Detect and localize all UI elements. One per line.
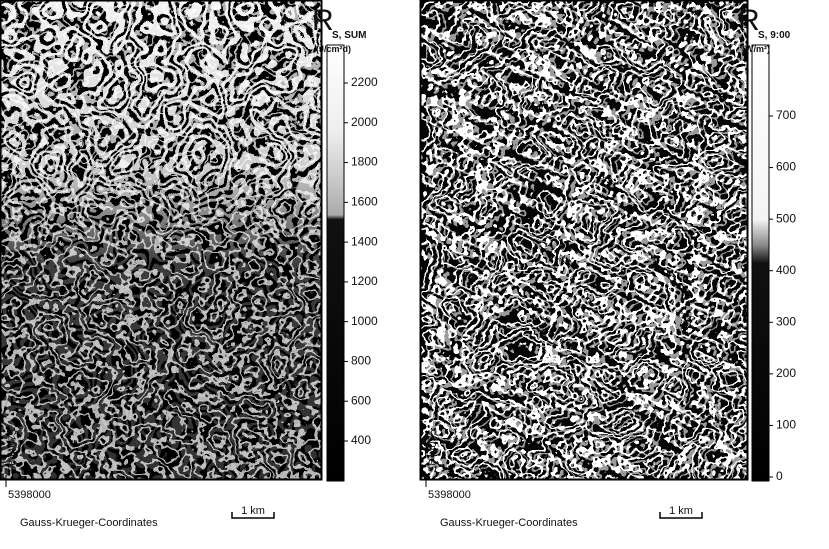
map-right xyxy=(420,0,754,483)
tick-label: 200 xyxy=(776,366,796,380)
colorbar xyxy=(752,45,769,481)
tick-label: 400 xyxy=(351,433,371,447)
tick-label: 700 xyxy=(776,108,796,122)
map-left xyxy=(0,0,322,480)
unit: (W/m²) xyxy=(742,44,770,54)
symbol: R xyxy=(738,4,760,37)
tick-label: 1400 xyxy=(351,234,378,248)
easting: 5398000 xyxy=(428,489,471,501)
tick-label: 1800 xyxy=(351,155,378,169)
tick-label: 1200 xyxy=(351,274,378,288)
tick-label: 2000 xyxy=(351,115,378,129)
tick-label: 600 xyxy=(776,160,796,174)
easting: 5398000 xyxy=(8,489,51,501)
symbol: R xyxy=(312,4,334,37)
unit: (J/cm²d) xyxy=(316,44,351,54)
tick-label: 1600 xyxy=(351,195,378,209)
tick-label: 100 xyxy=(776,418,796,432)
scale-label: 1 km xyxy=(669,505,693,517)
tick-label: 600 xyxy=(351,393,371,407)
tick-label: 400 xyxy=(776,263,796,277)
tick-label: 2200 xyxy=(351,75,378,89)
subscript: S, 9:00 xyxy=(758,30,791,41)
subscript: S, SUM xyxy=(332,30,366,41)
tick-label: 800 xyxy=(351,354,371,368)
coordinates-label: Gauss-Krueger-Coordinates xyxy=(440,517,578,529)
northing: 5644075 xyxy=(7,429,19,472)
northing: 5644075 xyxy=(427,429,439,472)
figure: RS, SUM(J/cm²d)2200200018001600140012001… xyxy=(0,0,829,544)
tick-label: 0 xyxy=(776,469,783,483)
scale-label: 1 km xyxy=(241,505,265,517)
coordinates-label: Gauss-Krueger-Coordinates xyxy=(20,517,158,529)
tick-label: 1000 xyxy=(351,314,378,328)
tick-label: 500 xyxy=(776,211,796,225)
colorbar xyxy=(327,45,344,481)
tick-label: 300 xyxy=(776,314,796,328)
